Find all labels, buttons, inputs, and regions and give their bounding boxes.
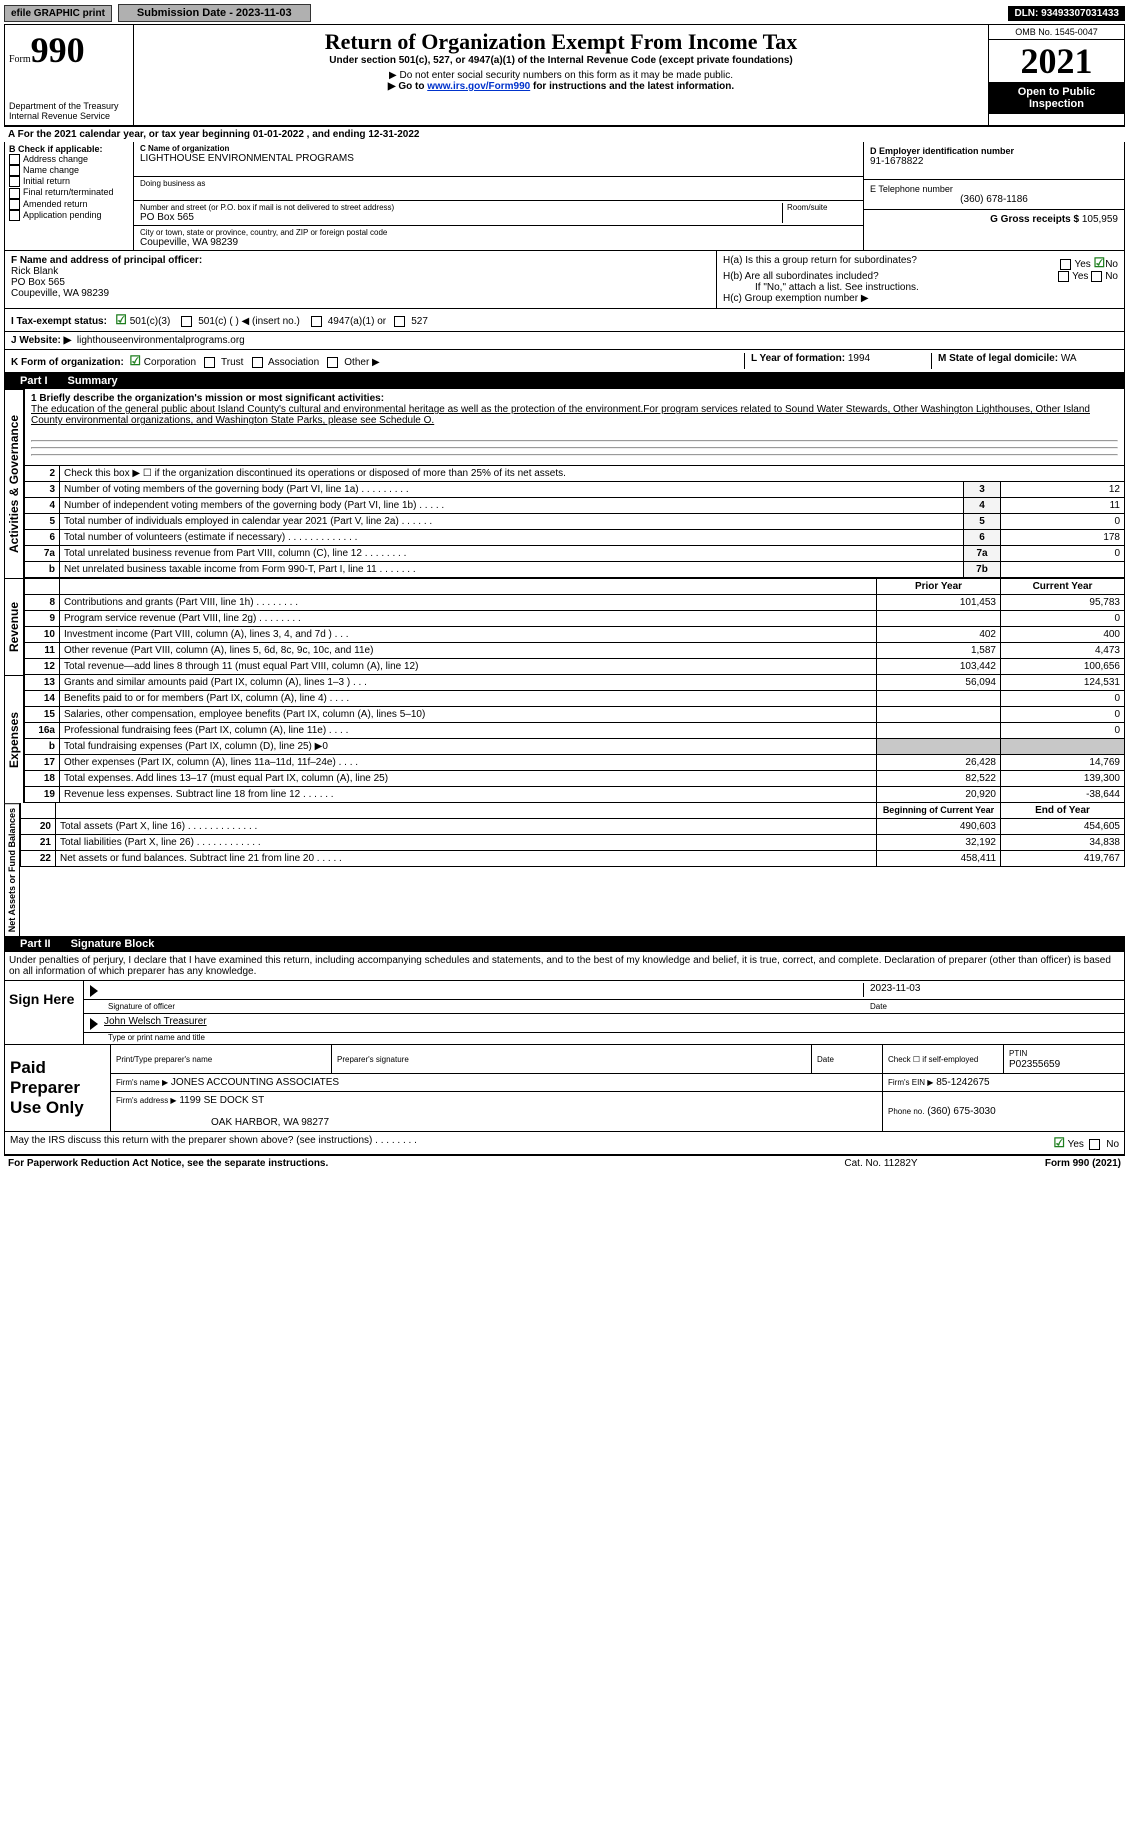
may-irs-yes: ☑ xyxy=(1053,1135,1065,1150)
application-pending-checkbox[interactable] xyxy=(9,210,20,221)
irs-label: Internal Revenue Service xyxy=(9,111,129,121)
address-change-checkbox[interactable] xyxy=(9,154,20,165)
governance-label: Activities & Governance xyxy=(4,389,24,578)
ha-yes-checkbox[interactable] xyxy=(1060,259,1071,270)
revenue-label: Revenue xyxy=(4,578,24,675)
firm-phone: (360) 675-3030 xyxy=(927,1106,995,1117)
governance-table: 2Check this box ▶ ☐ if the organization … xyxy=(24,466,1125,578)
sign-here-label: Sign Here xyxy=(5,981,84,1044)
trust-checkbox[interactable] xyxy=(204,357,215,368)
year-formation: 1994 xyxy=(848,353,870,364)
revenue-table: Prior YearCurrent Year8Contributions and… xyxy=(24,578,1125,675)
org-street: PO Box 565 xyxy=(140,212,782,223)
arrow-icon xyxy=(90,985,98,997)
netassets-table: Beginning of Current YearEnd of Year20To… xyxy=(20,803,1125,867)
form-subtitle: Under section 501(c), 527, or 4947(a)(1)… xyxy=(138,55,984,66)
firm-addr2: OAK HARBOR, WA 98277 xyxy=(116,1117,329,1128)
netassets-label: Net Assets or Fund Balances xyxy=(4,803,20,936)
ha-no-checkmark: ☑ xyxy=(1094,255,1106,270)
state-domicile: WA xyxy=(1061,353,1077,364)
expenses-table: 13Grants and similar amounts paid (Part … xyxy=(24,675,1125,803)
amended-return-checkbox[interactable] xyxy=(9,199,20,210)
gross-receipts: 105,959 xyxy=(1082,214,1118,225)
goto-note: ▶ Go to www.irs.gov/Form990 for instruct… xyxy=(138,81,984,92)
other-checkbox[interactable] xyxy=(327,357,338,368)
omb-number: OMB No. 1545-0047 xyxy=(989,25,1124,40)
paid-preparer-label: Paid Preparer Use Only xyxy=(5,1045,111,1132)
sign-date: 2023-11-03 xyxy=(863,983,1120,997)
form-label: Form990 xyxy=(9,54,85,65)
527-checkbox[interactable] xyxy=(394,316,405,327)
501c3-checkmark: ☑ xyxy=(115,312,127,327)
part1-header: Part ISummary xyxy=(4,373,1125,389)
may-irs-no[interactable] xyxy=(1089,1139,1100,1150)
col-b-checkboxes: B Check if applicable: Address change Na… xyxy=(5,142,134,250)
arrow-icon xyxy=(90,1018,98,1030)
mission-text: The education of the general public abou… xyxy=(31,404,1118,426)
row-tax-status: I Tax-exempt status: ☑ 501(c)(3) 501(c) … xyxy=(4,309,1125,332)
officer-signed-name: John Welsch Treasurer xyxy=(104,1016,1120,1030)
website-value: lighthouseenvironmentalprograms.org xyxy=(77,335,245,346)
ssn-note: ▶ Do not enter social security numbers o… xyxy=(138,70,984,81)
firm-addr1: 1199 SE DOCK ST xyxy=(179,1095,264,1106)
row-klm: K Form of organization: ☑ Corporation Tr… xyxy=(4,350,1125,373)
irs-link[interactable]: www.irs.gov/Form990 xyxy=(427,81,530,92)
ptin-value: P02355659 xyxy=(1009,1059,1060,1070)
open-inspection: Open to Public Inspection xyxy=(989,82,1124,114)
expenses-label: Expenses xyxy=(4,675,24,803)
submission-date-button[interactable]: Submission Date - 2023-11-03 xyxy=(118,4,311,22)
hb-yes-checkbox[interactable] xyxy=(1058,271,1069,282)
col-c-org-info: C Name of organization LIGHTHOUSE ENVIRO… xyxy=(134,142,863,250)
officer-street: PO Box 565 xyxy=(11,277,710,288)
section-fh: F Name and address of principal officer:… xyxy=(4,251,1125,309)
section-bcdeg: B Check if applicable: Address change Na… xyxy=(4,142,1125,251)
firm-ein: 85-1242675 xyxy=(936,1077,989,1088)
firm-name: JONES ACCOUNTING ASSOCIATES xyxy=(171,1077,339,1088)
tax-year: 2021 xyxy=(989,40,1124,82)
dln-label: DLN: 93493307031433 xyxy=(1008,6,1125,21)
col-de: D Employer identification number 91-1678… xyxy=(863,142,1124,250)
hb-no-checkbox[interactable] xyxy=(1091,271,1102,282)
mission-box: 1 Briefly describe the organization's mi… xyxy=(24,389,1125,466)
row-website: J Website: ▶ lighthouseenvironmentalprog… xyxy=(4,332,1125,350)
form-footer: Form 990 (2021) xyxy=(971,1158,1121,1169)
assoc-checkbox[interactable] xyxy=(252,357,263,368)
form-title: Return of Organization Exempt From Incom… xyxy=(138,29,984,55)
penalties-text: Under penalties of perjury, I declare th… xyxy=(4,952,1125,981)
dept-treasury: Department of the Treasury xyxy=(9,101,129,111)
ein-value: 91-1678822 xyxy=(870,156,1118,167)
footer: For Paperwork Reduction Act Notice, see … xyxy=(4,1155,1125,1171)
line-a-tax-year: A For the 2021 calendar year, or tax yea… xyxy=(4,126,1125,142)
officer-city: Coupeville, WA 98239 xyxy=(11,288,710,299)
form-header: Form990 Department of the Treasury Inter… xyxy=(4,24,1125,126)
4947-checkbox[interactable] xyxy=(311,316,322,327)
top-bar: efile GRAPHIC print Submission Date - 20… xyxy=(4,4,1125,22)
name-change-checkbox[interactable] xyxy=(9,165,20,176)
may-irs-row: May the IRS discuss this return with the… xyxy=(4,1132,1125,1155)
corp-checkmark: ☑ xyxy=(129,353,141,368)
part2-header: Part IISignature Block xyxy=(4,936,1125,952)
sign-here-block: Sign Here 2023-11-03 Signature of office… xyxy=(4,981,1125,1045)
org-name: LIGHTHOUSE ENVIRONMENTAL PROGRAMS xyxy=(140,153,857,164)
efile-button[interactable]: efile GRAPHIC print xyxy=(4,5,112,22)
initial-return-checkbox[interactable] xyxy=(9,176,20,187)
officer-name: Rick Blank xyxy=(11,266,710,277)
paid-preparer-table: Paid Preparer Use Only Print/Type prepar… xyxy=(4,1045,1125,1132)
org-city: Coupeville, WA 98239 xyxy=(140,237,857,248)
phone-value: (360) 678-1186 xyxy=(870,194,1118,205)
501c-checkbox[interactable] xyxy=(181,316,192,327)
final-return-checkbox[interactable] xyxy=(9,188,20,199)
